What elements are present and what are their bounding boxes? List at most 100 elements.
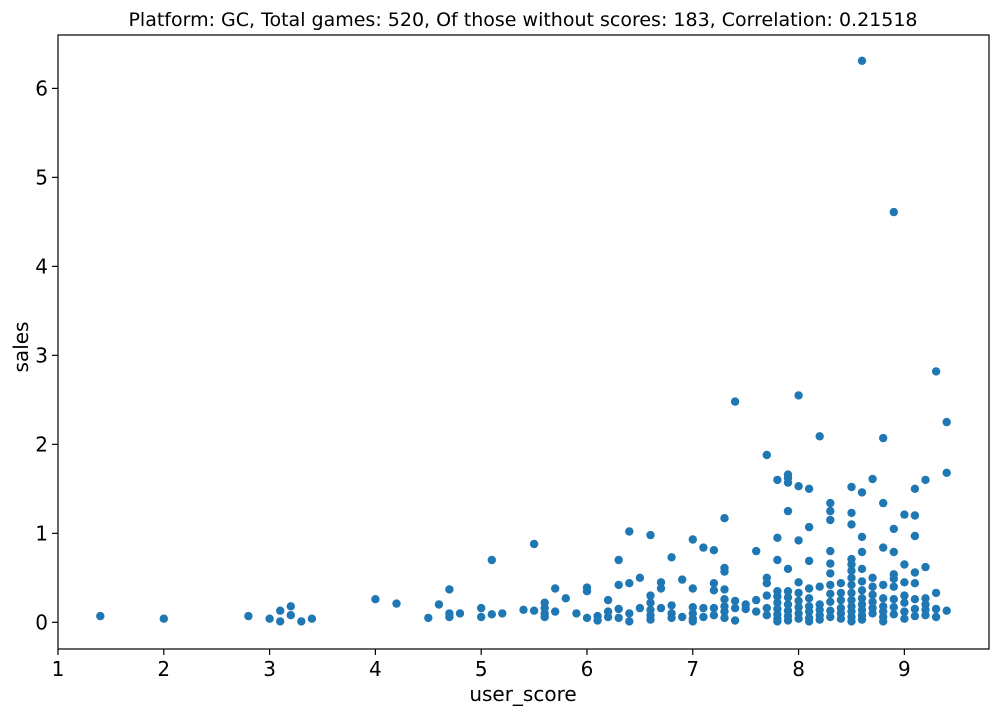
x-tick-label: 1 <box>52 657 65 681</box>
data-point <box>625 579 634 588</box>
data-point <box>762 579 771 588</box>
data-point <box>889 595 898 604</box>
y-axis: 0 1 2 3 4 5 6 <box>35 76 58 634</box>
data-point <box>889 574 898 583</box>
data-point <box>857 577 867 586</box>
data-point <box>826 612 835 622</box>
data-point <box>720 595 729 604</box>
data-point <box>667 601 676 610</box>
y-tick-label: 5 <box>35 165 48 189</box>
data-point <box>773 617 782 626</box>
data-point <box>276 617 285 626</box>
data-point <box>857 56 867 65</box>
data-point <box>477 612 486 622</box>
data-point <box>646 591 655 600</box>
data-point <box>889 547 898 557</box>
data-point <box>804 522 814 532</box>
data-point <box>678 575 687 584</box>
data-point <box>614 555 623 565</box>
data-point <box>826 606 835 615</box>
data-point <box>847 595 856 605</box>
data-point <box>889 610 898 619</box>
data-point <box>910 611 920 621</box>
data-point <box>857 586 867 595</box>
data-point <box>836 579 846 588</box>
data-point <box>826 559 835 568</box>
data-point <box>699 612 708 622</box>
data-point <box>762 450 771 460</box>
data-point <box>836 588 846 598</box>
data-point <box>614 613 623 623</box>
data-point <box>741 604 750 614</box>
data-point <box>773 555 782 565</box>
data-point <box>900 591 909 600</box>
plot-frame <box>57 34 990 650</box>
data-point <box>879 594 888 603</box>
data-point <box>879 580 888 590</box>
data-point <box>826 546 835 556</box>
y-tick-label: 4 <box>35 254 48 278</box>
data-point <box>244 611 253 621</box>
data-point <box>720 567 729 576</box>
data-point <box>625 609 634 618</box>
data-point <box>910 484 920 493</box>
data-point <box>688 584 697 593</box>
data-point <box>646 598 655 607</box>
data-point <box>730 603 740 613</box>
data-point <box>709 579 719 588</box>
data-point <box>667 553 676 562</box>
data-point <box>635 573 645 582</box>
data-point <box>826 506 835 516</box>
data-point <box>297 617 306 626</box>
data-point <box>804 617 814 626</box>
data-point <box>857 594 867 603</box>
data-point <box>582 587 592 596</box>
data-point <box>762 591 771 600</box>
data-point <box>625 527 634 536</box>
data-point <box>656 603 666 613</box>
data-point <box>762 603 771 613</box>
data-point <box>720 613 729 623</box>
data-point <box>921 594 930 603</box>
data-point <box>730 616 740 625</box>
data-point <box>519 605 528 614</box>
data-point <box>773 598 782 607</box>
data-point <box>921 475 930 485</box>
x-tick-label: 3 <box>263 657 276 681</box>
data-point <box>847 573 856 582</box>
data-point <box>815 582 824 591</box>
data-point <box>752 607 761 616</box>
data-point <box>455 609 465 618</box>
data-point <box>667 613 676 623</box>
data-point <box>900 614 909 623</box>
data-point <box>392 599 401 608</box>
data-point <box>857 615 867 624</box>
data-point <box>276 606 285 615</box>
data-point <box>857 532 867 542</box>
data-point <box>614 604 623 614</box>
data-point <box>868 573 877 582</box>
y-tick-label: 0 <box>35 610 48 634</box>
data-point <box>900 578 909 587</box>
data-point <box>614 580 623 590</box>
data-point <box>265 614 274 623</box>
data-point <box>879 543 888 552</box>
data-point <box>529 539 539 549</box>
data-point <box>371 595 380 604</box>
data-point <box>889 582 898 591</box>
data-point <box>688 535 697 544</box>
data-point <box>942 417 951 427</box>
data-points <box>96 56 951 626</box>
data-point <box>783 587 793 596</box>
data-point <box>593 616 602 625</box>
data-point <box>783 593 793 602</box>
data-point <box>847 588 856 598</box>
data-point <box>540 612 549 622</box>
data-point <box>794 482 803 491</box>
data-point <box>910 568 920 577</box>
data-point <box>783 616 793 625</box>
data-point <box>445 612 454 622</box>
data-point <box>477 603 486 613</box>
data-point <box>487 610 496 619</box>
